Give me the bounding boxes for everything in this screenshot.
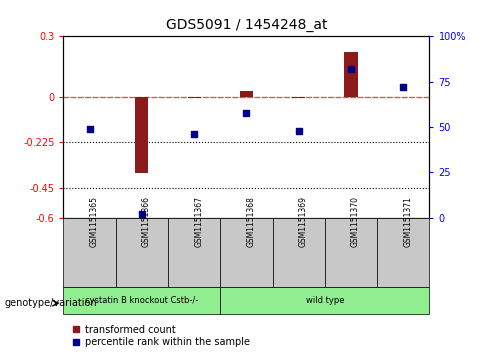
Bar xyxy=(273,218,325,287)
Bar xyxy=(220,218,273,287)
Text: GSM1151367: GSM1151367 xyxy=(194,196,203,247)
Text: GSM1151371: GSM1151371 xyxy=(403,196,412,247)
Bar xyxy=(292,97,305,98)
Bar xyxy=(240,91,253,97)
Text: GSM1151365: GSM1151365 xyxy=(90,196,99,247)
Bar xyxy=(168,218,220,287)
Bar xyxy=(345,52,358,97)
Point xyxy=(138,211,146,217)
Bar xyxy=(325,218,377,287)
Bar xyxy=(377,218,429,287)
Title: GDS5091 / 1454248_at: GDS5091 / 1454248_at xyxy=(166,19,327,33)
Text: cystatin B knockout Cstb-/-: cystatin B knockout Cstb-/- xyxy=(85,296,199,305)
Legend: transformed count, percentile rank within the sample: transformed count, percentile rank withi… xyxy=(68,321,254,351)
Point xyxy=(243,110,250,115)
Text: genotype/variation: genotype/variation xyxy=(5,298,98,308)
Text: GSM1151370: GSM1151370 xyxy=(351,196,360,247)
Bar xyxy=(220,287,429,314)
Bar xyxy=(187,97,201,98)
Text: GSM1151368: GSM1151368 xyxy=(246,196,255,247)
Bar xyxy=(63,218,116,287)
Text: GSM1151369: GSM1151369 xyxy=(299,196,308,247)
Bar xyxy=(63,287,220,314)
Point xyxy=(86,126,94,132)
Bar xyxy=(135,97,148,174)
Bar xyxy=(116,218,168,287)
Point xyxy=(295,128,303,134)
Point xyxy=(190,131,198,137)
Text: wild type: wild type xyxy=(305,296,344,305)
Point xyxy=(399,84,407,90)
Text: GSM1151366: GSM1151366 xyxy=(142,196,151,247)
Point xyxy=(347,66,355,72)
